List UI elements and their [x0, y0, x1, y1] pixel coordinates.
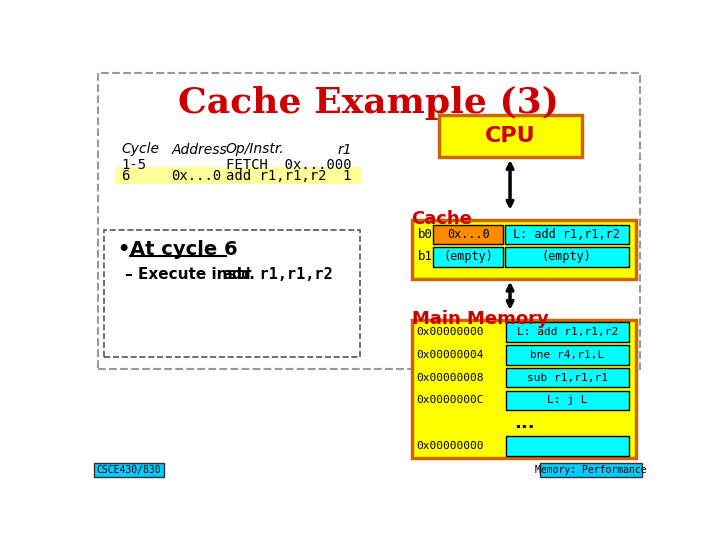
Text: – Execute instr.: – Execute instr. — [125, 267, 255, 282]
FancyBboxPatch shape — [412, 220, 636, 279]
FancyBboxPatch shape — [94, 463, 163, 477]
FancyBboxPatch shape — [506, 368, 629, 387]
FancyBboxPatch shape — [506, 322, 629, 342]
Text: add r1,r1,r2: add r1,r1,r2 — [225, 170, 326, 184]
FancyBboxPatch shape — [433, 247, 503, 267]
FancyBboxPatch shape — [412, 320, 636, 457]
Text: b0: b0 — [418, 228, 433, 241]
Text: Cycle: Cycle — [121, 143, 159, 157]
FancyBboxPatch shape — [433, 225, 503, 244]
Text: 0x0000000C: 0x0000000C — [416, 395, 484, 406]
Text: L: add r1,r1,r2: L: add r1,r1,r2 — [517, 327, 618, 337]
Text: 1: 1 — [342, 170, 350, 184]
Text: 1-5: 1-5 — [121, 158, 146, 172]
FancyBboxPatch shape — [438, 115, 582, 157]
Text: L: j L: L: j L — [547, 395, 588, 406]
Text: Memory: Performance: Memory: Performance — [535, 465, 647, 475]
Text: Op/Instr.: Op/Instr. — [225, 143, 284, 157]
Text: 6: 6 — [121, 170, 130, 184]
FancyBboxPatch shape — [114, 167, 361, 184]
Text: bne r4,r1,L: bne r4,r1,L — [530, 350, 605, 360]
Text: 0x...0: 0x...0 — [447, 228, 490, 241]
Text: 0x00000004: 0x00000004 — [416, 350, 484, 360]
Text: 0x00000000: 0x00000000 — [416, 327, 484, 337]
Text: Main Memory: Main Memory — [412, 310, 549, 328]
FancyBboxPatch shape — [506, 436, 629, 456]
Text: ...: ... — [513, 414, 534, 432]
FancyBboxPatch shape — [506, 390, 629, 410]
FancyBboxPatch shape — [539, 463, 642, 477]
Text: (empty): (empty) — [541, 251, 592, 264]
Text: CSCE430/830: CSCE430/830 — [96, 465, 161, 475]
Text: FETCH  0x...000: FETCH 0x...000 — [225, 158, 351, 172]
FancyBboxPatch shape — [506, 345, 629, 364]
Text: 0x00000008: 0x00000008 — [416, 373, 484, 382]
FancyBboxPatch shape — [104, 231, 360, 357]
Text: Cache: Cache — [412, 210, 472, 228]
Text: CPU: CPU — [485, 126, 536, 146]
Text: sub r1,r1,r1: sub r1,r1,r1 — [527, 373, 608, 382]
Text: L: add r1,r1,r2: L: add r1,r1,r2 — [513, 228, 620, 241]
Text: b1: b1 — [418, 251, 433, 264]
FancyBboxPatch shape — [505, 225, 629, 244]
Text: •: • — [117, 240, 130, 259]
Text: (empty): (empty) — [444, 251, 493, 264]
Text: 0x00000000: 0x00000000 — [416, 441, 484, 451]
Text: Cache Example (3): Cache Example (3) — [179, 86, 559, 120]
Text: r1: r1 — [338, 143, 353, 157]
Text: add r1,r1,r2: add r1,r1,r2 — [214, 267, 333, 282]
Text: Address: Address — [171, 143, 227, 157]
FancyBboxPatch shape — [505, 247, 629, 267]
Text: 0x...0: 0x...0 — [171, 170, 222, 184]
Text: At cycle 6: At cycle 6 — [130, 240, 238, 259]
